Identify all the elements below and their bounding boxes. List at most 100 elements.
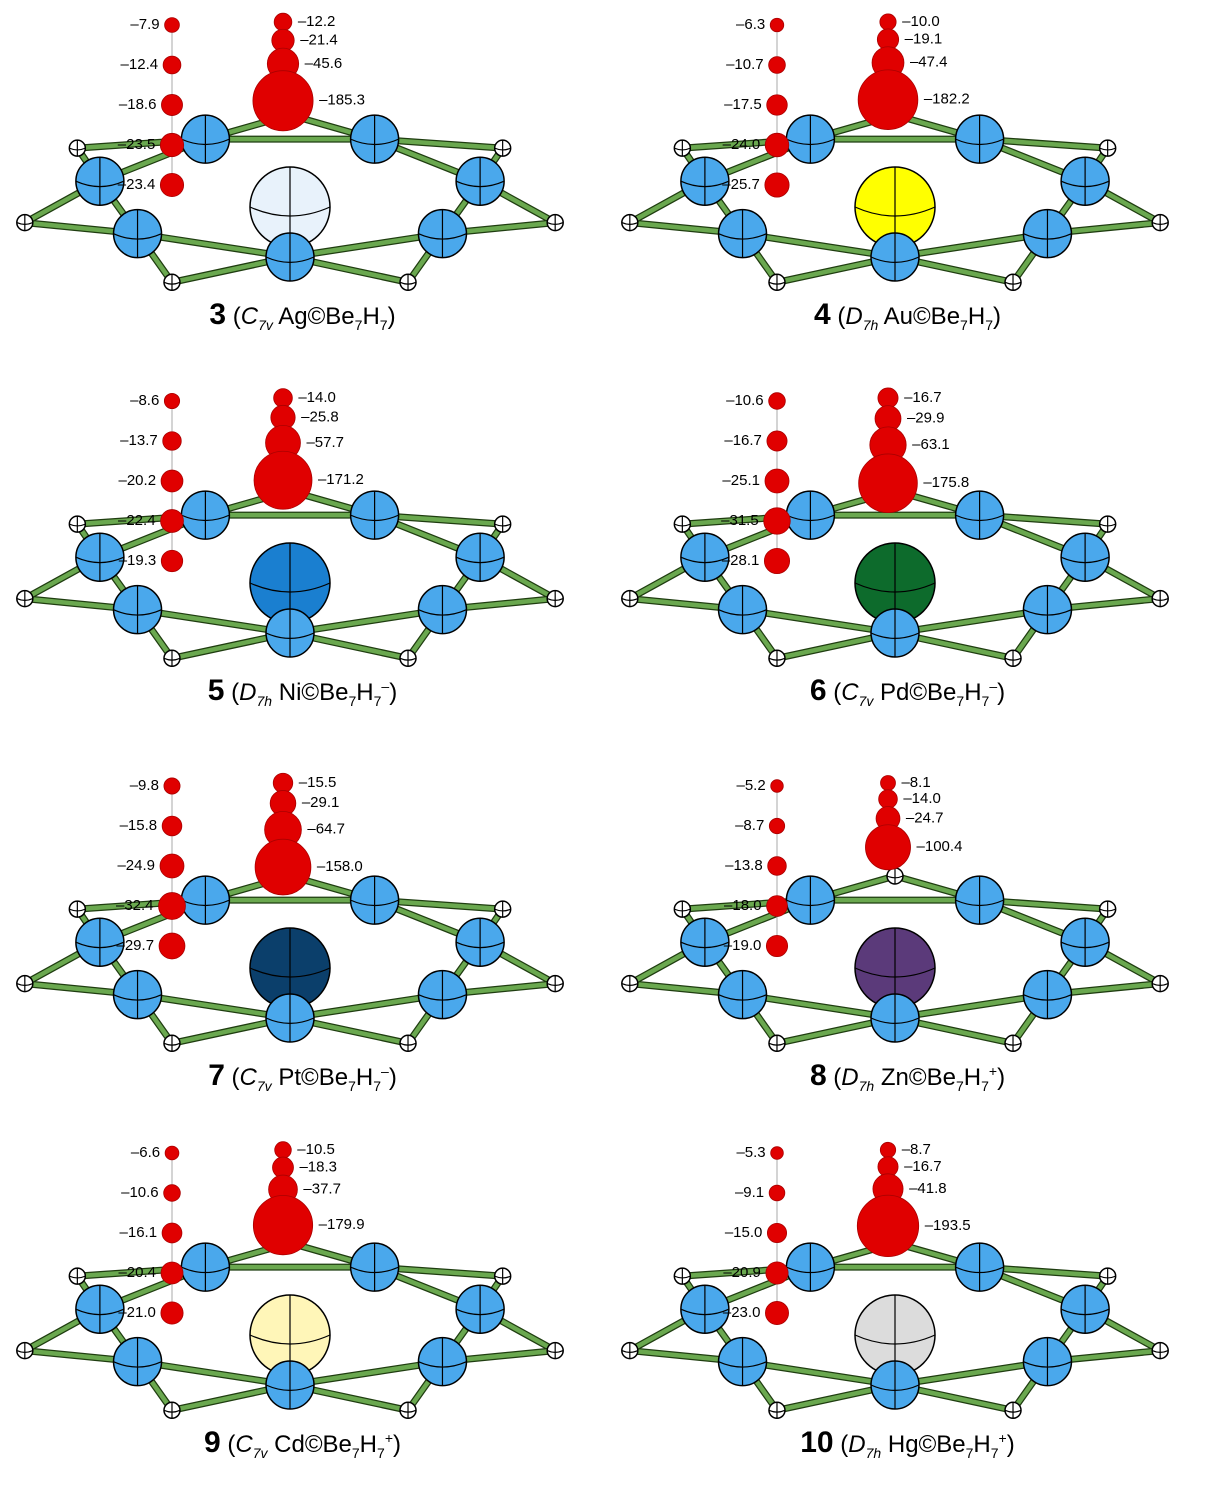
caption-part: )	[997, 679, 1005, 706]
caption: 4 (D7h Au©Be7H7)	[605, 298, 1210, 333]
nics-label: –63.1	[912, 436, 950, 453]
caption-part: 3	[209, 298, 226, 331]
nics-point	[878, 388, 898, 408]
nics-label: –14.0	[903, 790, 941, 807]
nics-label: –171.2	[318, 471, 364, 488]
nics-point	[771, 780, 784, 793]
caption: 9 (C7v Cd©Be7H7+)	[0, 1426, 605, 1461]
caption-part: +	[385, 1430, 393, 1446]
caption-part: 7	[352, 1445, 360, 1461]
nics-label: –185.3	[319, 92, 365, 109]
caption-part: (	[831, 303, 846, 330]
caption-part: H	[968, 303, 985, 330]
nics-label: –10.0	[902, 13, 940, 30]
nics-point	[766, 935, 787, 956]
caption: 8 (D7h Zn©Be7H7+)	[605, 1059, 1210, 1094]
nics-label: –8.1	[901, 774, 930, 791]
caption-part: (	[827, 679, 842, 706]
caption-part: C	[241, 303, 258, 330]
caption-part: C	[240, 1064, 257, 1091]
caption-part: +	[989, 1063, 997, 1079]
nics-label: –13.8	[725, 857, 763, 874]
nics-label: –17.5	[724, 96, 762, 113]
nics-label: –57.7	[306, 434, 344, 451]
caption: 10 (D7h Hg©Be7H7+)	[605, 1426, 1210, 1461]
nics-label: –64.7	[307, 821, 345, 838]
nics-point	[865, 825, 910, 870]
nics-label: –25.8	[301, 408, 339, 425]
nics-label: –6.3	[736, 16, 765, 33]
nics-label: –100.4	[917, 838, 963, 855]
nics-label: –21.4	[300, 31, 338, 48]
caption-part: 10	[800, 1426, 833, 1459]
nics-label: –29.7	[117, 937, 155, 954]
nics-label: –12.2	[298, 13, 336, 30]
nics-label: –47.4	[910, 54, 948, 71]
caption-part: Au©Be	[878, 303, 960, 330]
nics-point	[767, 95, 788, 116]
caption-part: 7	[960, 317, 968, 333]
panel: –6.3–10.7–17.5–24.0–25.7–10.0–19.1–47.4–…	[605, 0, 1210, 370]
caption-part: 7v	[859, 693, 874, 709]
caption-part: Ag©Be	[273, 303, 355, 330]
nics-point	[770, 18, 784, 32]
panel: –6.6–10.6–16.1–20.4–21.0–10.5–18.3–37.7–…	[0, 1128, 605, 1498]
nics-label: –15.0	[725, 1224, 763, 1241]
nics-point	[767, 1223, 786, 1242]
caption-part: 8	[810, 1059, 827, 1092]
caption-part: 7	[348, 1078, 356, 1094]
caption: 6 (C7v Pd©Be7H7–)	[605, 674, 1210, 709]
nics-label: –158.0	[317, 858, 363, 875]
caption-part: 7	[991, 1445, 999, 1461]
nics-point	[159, 893, 186, 920]
nics-label: –7.9	[130, 16, 159, 33]
nics-label: –24.9	[117, 857, 155, 874]
nics-point	[766, 1262, 788, 1284]
nics-label: –6.6	[131, 1144, 160, 1161]
caption-part: 7h	[859, 1078, 875, 1094]
caption-part: 7v	[257, 1078, 272, 1094]
nics-point	[764, 508, 791, 535]
caption-part: H	[356, 679, 373, 706]
nics-point	[273, 773, 293, 793]
nics-label: –31.5	[721, 512, 759, 529]
molecule: –9.8–15.8–24.9–32.4–29.7–15.5–29.1–64.7–…	[0, 761, 605, 1056]
caption-part: (	[827, 1064, 842, 1091]
nics-point	[881, 776, 896, 791]
nics-label: –5.2	[737, 777, 766, 794]
nics-point	[164, 393, 179, 408]
caption-part: (	[225, 1064, 240, 1091]
nics-label: –32.4	[116, 897, 154, 914]
caption-part: 9	[204, 1426, 221, 1459]
caption: 7 (C7v Pt©Be7H7–)	[0, 1059, 605, 1094]
caption-part: H	[964, 1064, 981, 1091]
caption-part: D	[845, 303, 862, 330]
molecule: –5.2–8.7–13.8–18.0–19.0–8.1–14.0–24.7–10…	[605, 761, 1210, 1056]
caption-part: )	[388, 303, 396, 330]
caption-part: Pt©Be	[272, 1064, 348, 1091]
panel: –5.3–9.1–15.0–20.9–23.0–8.7–16.7–41.8–19…	[605, 1128, 1210, 1498]
nics-point	[161, 1262, 183, 1284]
nics-point	[880, 1142, 895, 1157]
nics-label: –175.8	[923, 474, 969, 491]
caption-part: D	[848, 1431, 865, 1458]
nics-point	[165, 18, 180, 33]
nics-label: –16.1	[120, 1224, 158, 1241]
nics-point	[160, 173, 183, 196]
nics-point	[160, 133, 183, 156]
nics-label: –10.5	[297, 1141, 335, 1158]
nics-point	[857, 1195, 918, 1256]
caption-part: C	[841, 679, 858, 706]
caption: 3 (C7v Ag©Be7H7)	[0, 298, 605, 333]
nics-label: –9.1	[735, 1184, 764, 1201]
caption-part: 7	[377, 1445, 385, 1461]
caption-part: 5	[208, 674, 225, 707]
caption-part: )	[993, 303, 1001, 330]
nics-point	[769, 1185, 785, 1201]
nics-point	[879, 790, 898, 809]
molecule: –5.3–9.1–15.0–20.9–23.0–8.7–16.7–41.8–19…	[605, 1128, 1210, 1423]
nics-label: –15.8	[120, 817, 158, 834]
nics-point	[765, 1301, 788, 1324]
nics-label: –23.5	[118, 136, 156, 153]
molecule: –10.6–16.7–25.1–31.5–28.1–16.7–29.9–63.1…	[605, 376, 1210, 671]
